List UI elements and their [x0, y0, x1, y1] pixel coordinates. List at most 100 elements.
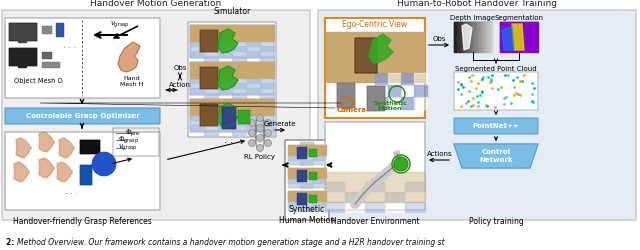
Bar: [459, 22, 460, 52]
Bar: [478, 22, 479, 52]
Polygon shape: [57, 162, 72, 182]
Text: Actions: Actions: [427, 151, 453, 157]
Bar: [385, 202, 405, 212]
Bar: [218, 115, 232, 120]
Bar: [489, 22, 490, 52]
Bar: [375, 85, 388, 97]
Bar: [204, 93, 218, 98]
Text: Action: Action: [169, 82, 191, 88]
Bar: [388, 97, 401, 109]
Bar: [458, 22, 459, 52]
Bar: [414, 73, 427, 85]
Bar: [246, 115, 260, 120]
Bar: [326, 32, 424, 82]
Bar: [486, 22, 487, 52]
FancyBboxPatch shape: [42, 62, 60, 68]
Bar: [246, 78, 260, 83]
Circle shape: [264, 130, 271, 136]
FancyBboxPatch shape: [337, 83, 355, 108]
FancyBboxPatch shape: [9, 48, 37, 66]
Bar: [388, 73, 401, 85]
Text: . . .: . . .: [63, 42, 77, 50]
Bar: [190, 78, 204, 83]
FancyBboxPatch shape: [288, 191, 326, 211]
Bar: [473, 22, 474, 52]
Bar: [485, 22, 486, 52]
Bar: [190, 25, 274, 41]
Bar: [260, 120, 274, 125]
Bar: [204, 46, 218, 51]
Bar: [190, 88, 204, 93]
Bar: [312, 155, 324, 160]
FancyBboxPatch shape: [309, 149, 317, 157]
Text: Handover-friendly Grasp References: Handover-friendly Grasp References: [13, 218, 152, 226]
FancyBboxPatch shape: [500, 22, 538, 52]
Text: Handover Environment: Handover Environment: [331, 218, 419, 226]
Polygon shape: [502, 26, 514, 50]
FancyBboxPatch shape: [190, 99, 274, 132]
Bar: [462, 22, 463, 52]
Bar: [491, 22, 492, 52]
Bar: [300, 206, 312, 211]
Bar: [218, 51, 232, 56]
Circle shape: [257, 124, 264, 132]
Polygon shape: [462, 24, 472, 50]
Bar: [365, 182, 385, 192]
Bar: [456, 22, 457, 52]
Bar: [482, 22, 483, 52]
Bar: [365, 202, 385, 212]
Polygon shape: [39, 158, 54, 178]
FancyBboxPatch shape: [80, 165, 92, 185]
Bar: [467, 22, 468, 52]
Bar: [500, 22, 538, 52]
Text: Simulator: Simulator: [213, 7, 251, 16]
FancyBboxPatch shape: [200, 30, 218, 52]
Bar: [288, 178, 300, 183]
Bar: [246, 125, 260, 130]
Bar: [204, 130, 218, 135]
Bar: [260, 83, 274, 88]
Bar: [288, 155, 300, 160]
FancyBboxPatch shape: [288, 145, 326, 165]
Bar: [204, 56, 218, 61]
Bar: [365, 192, 385, 202]
Bar: [471, 22, 472, 52]
Bar: [345, 182, 365, 192]
FancyBboxPatch shape: [5, 18, 160, 98]
Bar: [288, 145, 326, 155]
FancyBboxPatch shape: [309, 195, 317, 203]
FancyBboxPatch shape: [222, 107, 236, 129]
Bar: [385, 192, 405, 202]
Text: $\nu_\mathregular{grasp}$: $\nu_\mathregular{grasp}$: [118, 143, 138, 153]
Circle shape: [264, 120, 271, 126]
Bar: [463, 22, 464, 52]
FancyBboxPatch shape: [355, 38, 377, 73]
Bar: [414, 85, 427, 97]
Bar: [325, 202, 345, 212]
FancyBboxPatch shape: [238, 110, 250, 124]
Polygon shape: [369, 34, 393, 63]
FancyBboxPatch shape: [42, 52, 52, 59]
Bar: [246, 51, 260, 56]
FancyBboxPatch shape: [9, 23, 37, 41]
Circle shape: [394, 157, 408, 171]
Bar: [457, 22, 458, 52]
Bar: [190, 125, 204, 130]
Bar: [300, 183, 312, 188]
FancyBboxPatch shape: [190, 25, 274, 58]
FancyBboxPatch shape: [454, 118, 538, 134]
FancyBboxPatch shape: [454, 72, 538, 110]
Bar: [375, 97, 388, 109]
FancyBboxPatch shape: [190, 62, 274, 95]
Bar: [388, 85, 401, 97]
FancyBboxPatch shape: [80, 140, 100, 154]
FancyBboxPatch shape: [297, 147, 307, 159]
Polygon shape: [118, 42, 140, 72]
FancyBboxPatch shape: [2, 10, 310, 220]
Polygon shape: [218, 29, 238, 53]
FancyBboxPatch shape: [188, 22, 276, 137]
Text: Handover Motion Generation: Handover Motion Generation: [90, 0, 221, 8]
Bar: [345, 192, 365, 202]
FancyBboxPatch shape: [5, 108, 160, 124]
FancyBboxPatch shape: [288, 168, 326, 188]
